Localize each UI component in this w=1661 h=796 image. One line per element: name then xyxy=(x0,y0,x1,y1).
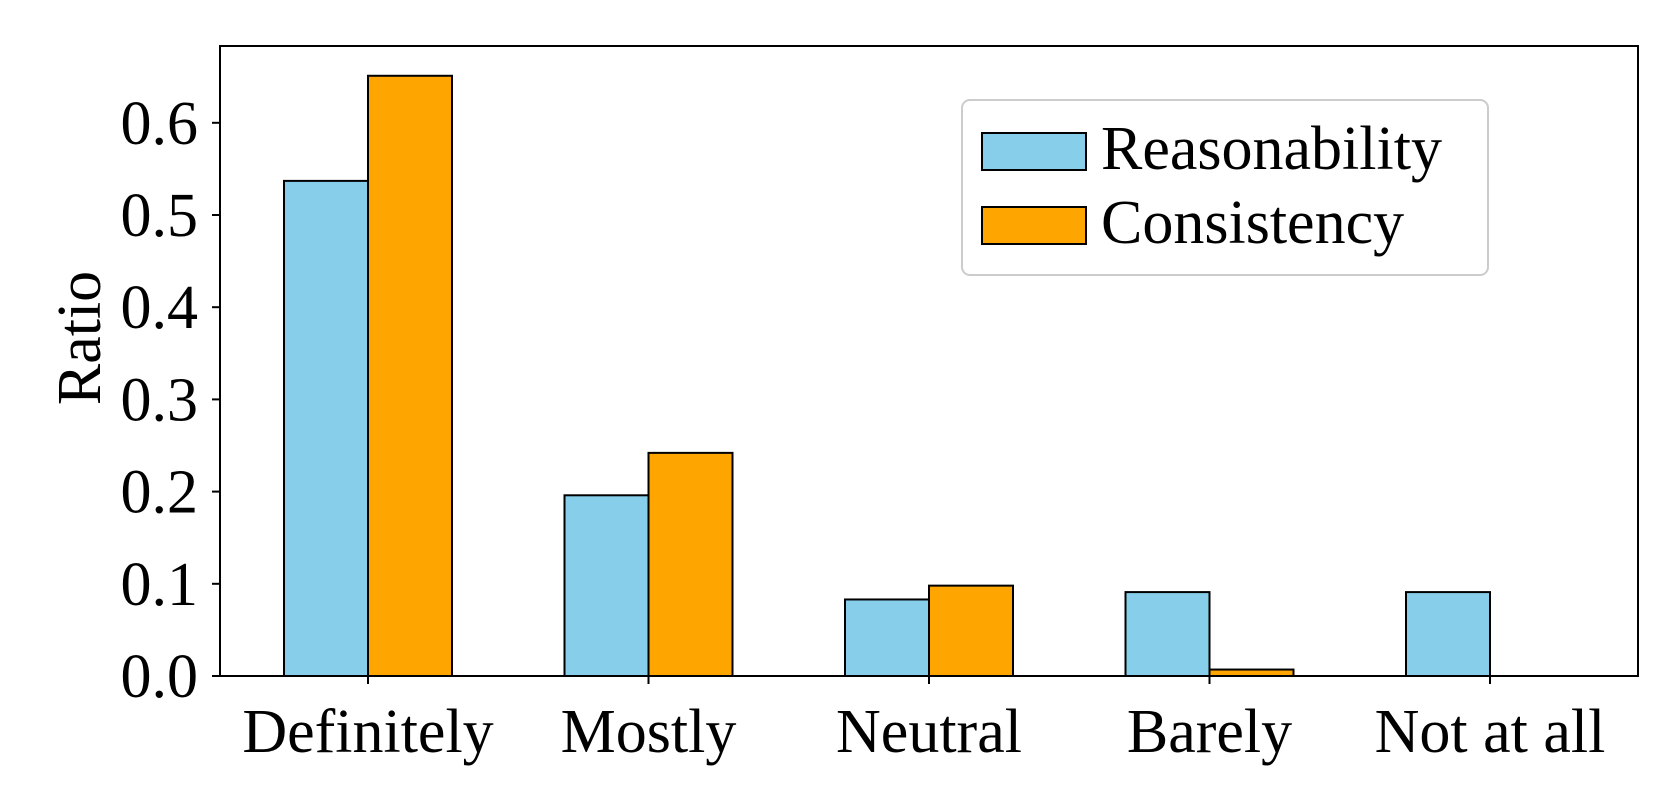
bar-reasonability-barely xyxy=(1124,591,1211,678)
y-tick-label: 0.1 xyxy=(121,551,199,619)
bar-reasonability-definitely xyxy=(283,179,369,678)
bar-reasonability-not-at-all xyxy=(1405,591,1491,678)
legend-swatch-reasonability xyxy=(981,132,1087,171)
legend-label-reasonability: Reasonability xyxy=(1101,115,1442,183)
bar-consistency-mostly xyxy=(647,451,734,677)
y-tick-label: 0.5 xyxy=(121,182,199,250)
legend-swatch-consistency xyxy=(981,206,1087,245)
x-tick-label: Mostly xyxy=(561,698,737,766)
bar-reasonability-neutral xyxy=(844,598,930,677)
y-tick-label: 0.6 xyxy=(121,90,199,158)
bars-group xyxy=(283,74,1491,678)
x-tick-label: Neutral xyxy=(836,698,1022,766)
x-tick-label: Not at all xyxy=(1375,698,1606,766)
legend: Reasonability Consistency xyxy=(961,99,1489,276)
y-ticks-group: 0.0 0.1 0.2 0.3 0.4 0.5 0.6 xyxy=(121,90,220,711)
bar-consistency-barely xyxy=(1208,668,1295,678)
y-tick-label: 0.0 xyxy=(121,643,199,711)
bar-consistency-definitely xyxy=(367,74,453,677)
x-ticks-group: Definitely Mostly Neutral Barely Not at all xyxy=(242,676,1605,766)
bar-reasonability-mostly xyxy=(563,494,650,677)
y-tick-label: 0.3 xyxy=(121,366,199,434)
y-tick-label: 0.2 xyxy=(121,459,199,527)
y-axis-label: Ratio xyxy=(46,271,114,405)
legend-box xyxy=(961,99,1489,276)
x-tick-label: Definitely xyxy=(242,698,493,766)
legend-label-consistency: Consistency xyxy=(1101,189,1404,257)
bar-consistency-neutral xyxy=(928,584,1014,677)
y-tick-label: 0.4 xyxy=(121,274,199,342)
x-tick-label: Barely xyxy=(1127,698,1292,766)
